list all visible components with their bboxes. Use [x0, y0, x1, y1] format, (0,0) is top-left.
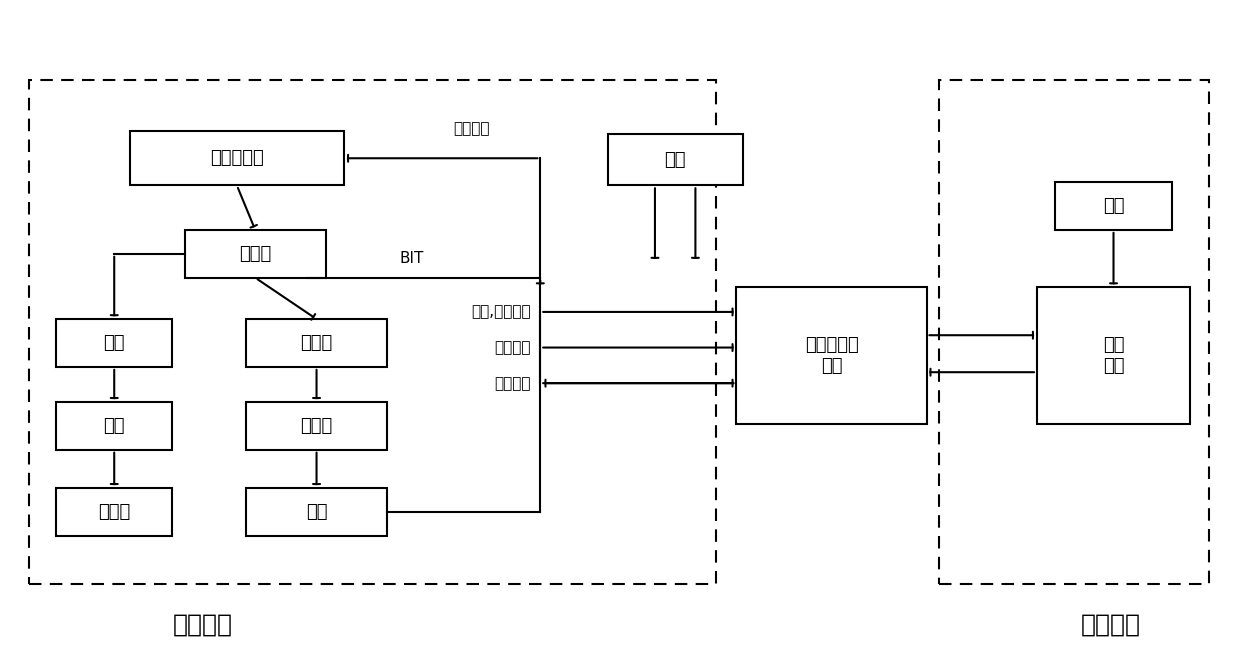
Text: 低噪放: 低噪放: [300, 417, 332, 435]
Text: 限幅器: 限幅器: [300, 334, 332, 352]
Text: 控制信号: 控制信号: [494, 376, 531, 391]
Polygon shape: [56, 488, 172, 536]
Polygon shape: [185, 230, 326, 278]
Text: 功放: 功放: [103, 334, 125, 352]
Polygon shape: [1055, 182, 1172, 230]
Text: 电源: 电源: [1102, 197, 1125, 215]
Polygon shape: [246, 488, 387, 536]
Text: 信号、数据
处理: 信号、数据 处理: [805, 337, 858, 375]
Text: 驱动信号: 驱动信号: [454, 121, 490, 136]
Polygon shape: [737, 287, 926, 424]
Polygon shape: [608, 134, 743, 186]
Text: 驱放: 驱放: [103, 417, 125, 435]
Text: BIT: BIT: [401, 251, 424, 266]
Text: 冷却: 冷却: [665, 151, 686, 169]
Polygon shape: [246, 402, 387, 450]
Text: 天线、伺服: 天线、伺服: [210, 149, 264, 167]
Text: 显控单元: 显控单元: [1080, 613, 1141, 637]
Text: 控制
显示: 控制 显示: [1102, 337, 1125, 375]
Polygon shape: [246, 319, 387, 367]
Text: 回波信号: 回波信号: [494, 340, 531, 355]
Polygon shape: [129, 132, 345, 186]
Polygon shape: [1037, 287, 1190, 424]
Text: 方位,俯仰信号: 方位,俯仰信号: [471, 305, 531, 320]
Text: 环形器: 环形器: [239, 245, 272, 263]
Text: 中放: 中放: [306, 503, 327, 521]
Polygon shape: [56, 319, 172, 367]
Text: 收发单元: 收发单元: [174, 613, 233, 637]
Text: 频率源: 频率源: [98, 503, 130, 521]
Polygon shape: [56, 402, 172, 450]
